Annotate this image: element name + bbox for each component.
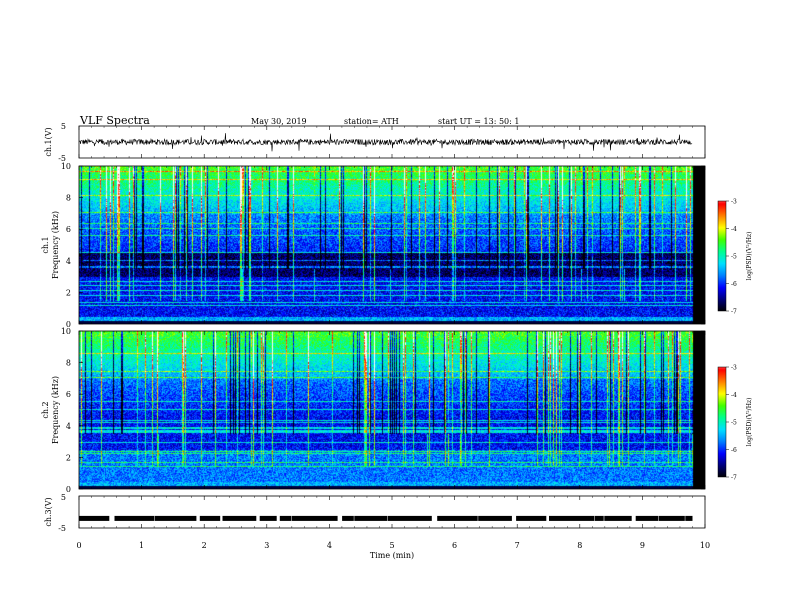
x-axis-ticks: 0 1 2 3 4 5 6 7 8 9 10 [76, 126, 710, 550]
date-label: May 30, 2019 [251, 117, 307, 126]
station-label: station= ATH [344, 117, 399, 126]
x-tick-label: 7 [515, 541, 520, 550]
colorbar-tick-label: -4 [731, 226, 737, 233]
x-tick-label: 8 [577, 541, 582, 550]
colorbar-tick-label: -5 [731, 254, 737, 261]
ch3-waveform-frame [78, 495, 706, 529]
x-tick-label: 6 [452, 541, 457, 550]
colorbar-tick-label: -6 [731, 281, 737, 288]
ch1-spectrogram-yticks: 0 2 4 6 8 10 [61, 162, 705, 329]
ch3-pulse-segment [279, 515, 292, 521]
x-tick-label: 3 [264, 541, 269, 550]
ch1-spectrogram-panel: 0 2 4 6 8 10 ch.1 Frequency (kHz) [41, 162, 706, 329]
ch3-pulse-segment [222, 515, 257, 521]
colorbar-tick-label: -6 [731, 447, 737, 454]
y-tick-label: 6 [66, 390, 71, 399]
x-axis-label: Time (min) [370, 551, 414, 560]
ch1-colorbar: -3 -4 -5 -6 -7 log(PSD)(V²/Hz) [717, 199, 753, 316]
ch1-colorbar-label: log(PSD)(V²/Hz) [746, 232, 753, 281]
x-tick-label: 2 [202, 541, 207, 550]
x-tick-label: 1 [139, 541, 144, 550]
ch2-spectrogram-image [79, 331, 705, 489]
ch1-colorbar-gradient [718, 201, 726, 311]
y-tick-label: 6 [66, 225, 71, 234]
ch3-ytick-top: 5 [61, 493, 66, 502]
ch3-pulse-segment [79, 515, 110, 521]
ch3-pulse-segment [114, 515, 155, 521]
ch1-colorbar-ticks: -3 -4 -5 -6 -7 [726, 199, 737, 316]
ch3-pulse-segment [685, 515, 693, 521]
ch3-pulse-segment [437, 515, 478, 521]
colorbar-tick-label: -5 [731, 420, 737, 427]
ch3-waveform-ylabel: ch.3(V) [44, 497, 53, 526]
ch3-pulse-segment [594, 515, 604, 521]
ch3-pulse-segment [635, 515, 659, 521]
colorbar-tick-label: -4 [731, 392, 737, 399]
y-tick-label: 0 [66, 320, 71, 329]
ch2-spectrogram-yticks: 0 2 4 6 8 10 [61, 327, 705, 494]
ch3-pulse-segment [199, 515, 221, 521]
y-tick-label: 2 [66, 288, 71, 297]
y-tick-label: 0 [66, 485, 71, 494]
chart-title: VLF Spectra [79, 114, 150, 127]
ch1-waveform-panel: 5 -5 ch.1(V) [44, 122, 706, 163]
y-tick-label: 4 [66, 257, 71, 266]
start-time-label: start UT = 13: 50: 1 [438, 117, 519, 126]
ch3-pulse-segment [549, 515, 594, 521]
ch3-pulse-segment [154, 515, 197, 521]
ch3-pulse-segment [516, 515, 547, 521]
ch1-spectrogram-image [79, 166, 705, 324]
y-tick-label: 8 [66, 194, 71, 203]
y-tick-label: 2 [66, 453, 71, 462]
colorbar-tick-label: -3 [731, 199, 737, 206]
ch1-waveform-ylabel: ch.1(V) [44, 127, 53, 156]
ch3-waveform-panel: 5 -5 ch.3(V) [44, 493, 706, 533]
x-tick-label: 5 [389, 541, 394, 550]
x-tick-label: 10 [700, 541, 710, 550]
ch2-spectrogram-ylabel-freq: Frequency (kHz) [51, 376, 60, 444]
ch2-colorbar-gradient [718, 367, 726, 477]
y-tick-label: 10 [61, 327, 71, 336]
ch1-ytick-bottom: -5 [58, 154, 66, 163]
ch3-waveform-line [79, 515, 693, 521]
ch2-spectrogram-panel: 0 2 4 6 8 10 ch.2 Frequency (kHz) [41, 327, 706, 494]
y-tick-label: 8 [66, 359, 71, 368]
colorbar-tick-label: -3 [731, 365, 737, 372]
x-tick-label: 4 [327, 541, 332, 550]
ch3-pulse-segment [388, 515, 432, 521]
ch3-pulse-segment [478, 515, 512, 521]
ch2-colorbar: -3 -4 -5 -6 -7 log(PSD)(V²/Hz) [717, 365, 753, 482]
ch3-pulse-segment [259, 515, 277, 521]
ch1-spectrogram-ylabel-freq: Frequency (kHz) [51, 211, 60, 279]
ch1-waveform-line [78, 133, 693, 152]
ch3-ytick-bottom: -5 [58, 524, 66, 533]
ch3-pulse-segment [342, 515, 354, 521]
y-tick-label: 4 [66, 422, 71, 431]
ch2-colorbar-ticks: -3 -4 -5 -6 -7 [726, 365, 737, 482]
ch2-colorbar-label: log(PSD)(V²/Hz) [746, 398, 753, 447]
x-tick-label: 0 [76, 541, 81, 550]
ch3-pulse-segment [604, 515, 632, 521]
colorbar-tick-label: -7 [731, 475, 737, 482]
ch3-pulse-segment [291, 515, 338, 521]
ch1-ytick-top: 5 [61, 122, 66, 131]
ch2-spectrogram-ylabel-channel: ch.2 [41, 401, 50, 418]
ch3-pulse-segment [354, 515, 388, 521]
x-tick-label: 9 [640, 541, 645, 550]
colorbar-tick-label: -7 [731, 309, 737, 316]
ch1-spectrogram-ylabel-channel: ch.1 [41, 236, 50, 253]
y-tick-label: 10 [61, 162, 71, 171]
ch3-pulse-segment [659, 515, 685, 521]
